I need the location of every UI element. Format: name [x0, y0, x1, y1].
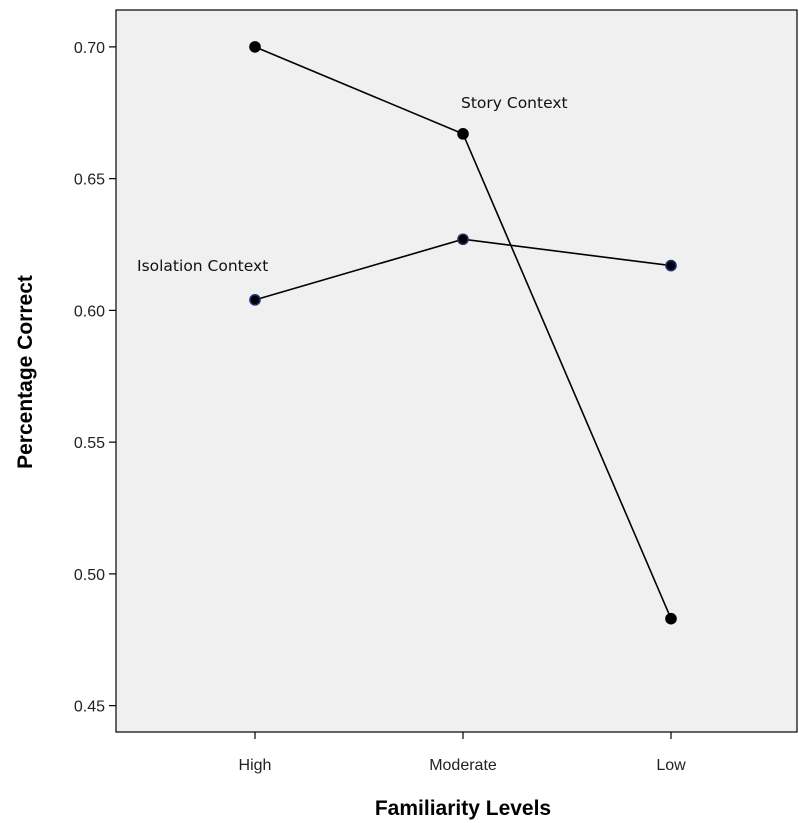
plot-area	[115, 9, 798, 733]
y-tick-label: 0.45	[74, 699, 105, 716]
y-axis-ticks: 0.45 0.50 0.55 0.60 0.65 0.70	[74, 40, 116, 716]
y-tick-label: 0.50	[74, 567, 105, 584]
series-layer	[249, 41, 677, 625]
y-tick-label: 0.65	[74, 172, 105, 189]
y-tick-label: 0.70	[74, 40, 105, 57]
story-context-label: Story Context	[461, 94, 568, 112]
isolation-context-point	[249, 294, 261, 306]
x-tick-label: Moderate	[429, 757, 497, 774]
x-axis-ticks: High Moderate Low	[239, 732, 686, 774]
isolation-context-label: Isolation Context	[137, 257, 268, 275]
story-context-point	[249, 41, 261, 53]
y-axis-title: Percentage Correct	[14, 275, 37, 469]
x-tick-label: High	[239, 757, 272, 774]
story-context-point	[665, 612, 677, 625]
x-tick-label: Low	[656, 757, 686, 774]
annotation-layer: Story Context Isolation Context	[137, 94, 568, 275]
y-tick-label: 0.55	[74, 435, 105, 452]
x-axis-title: Familiarity Levels	[375, 797, 551, 820]
isolation-context-point	[457, 233, 469, 246]
story-context-point	[457, 128, 469, 140]
isolation-context-point	[665, 259, 677, 272]
y-tick-label: 0.60	[74, 303, 105, 320]
